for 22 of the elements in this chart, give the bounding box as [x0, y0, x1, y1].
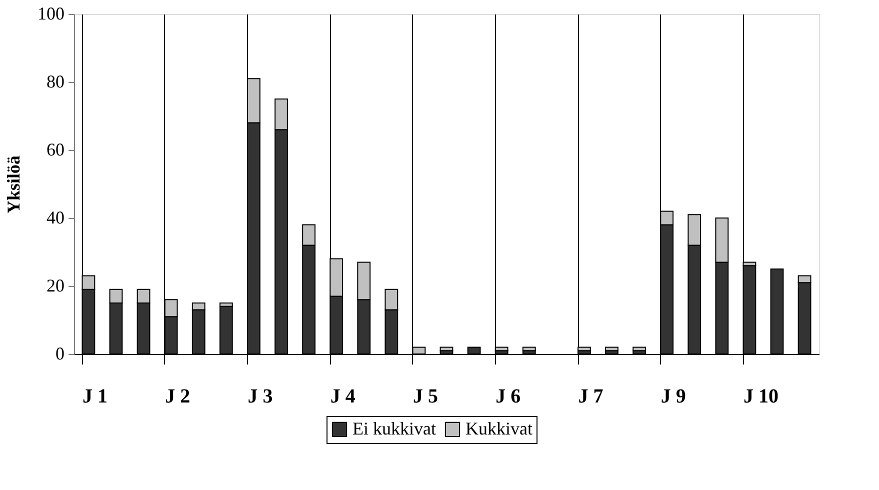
x-tick-label: J 7: [578, 386, 604, 408]
bar: [440, 346, 454, 352]
x-tick-label: J 1: [82, 386, 108, 408]
bar: [605, 346, 618, 352]
bar: [522, 346, 536, 352]
y-tick-label: 40: [46, 208, 64, 228]
y-tick-label: 20: [46, 276, 64, 296]
y-axis-title: Yksilöä: [4, 155, 24, 214]
bar: [632, 346, 646, 352]
y-tick-label: 60: [46, 140, 64, 160]
x-tick-label: J 4: [330, 386, 356, 408]
x-tick-label: J 3: [248, 386, 273, 408]
y-tick-label: 0: [56, 344, 64, 364]
legend-label: Kukkivat: [466, 418, 532, 438]
x-tick-label: J 9: [660, 386, 686, 408]
legend-label: Ei kukkivat: [352, 418, 436, 438]
x-tick-label: J 10: [743, 386, 778, 408]
x-tick-label: J 5: [412, 386, 438, 408]
y-tick-label: 100: [38, 4, 64, 24]
x-tick-label: J 6: [496, 386, 521, 408]
y-tick-label: 80: [46, 72, 64, 92]
x-tick-label: J 2: [165, 386, 190, 408]
